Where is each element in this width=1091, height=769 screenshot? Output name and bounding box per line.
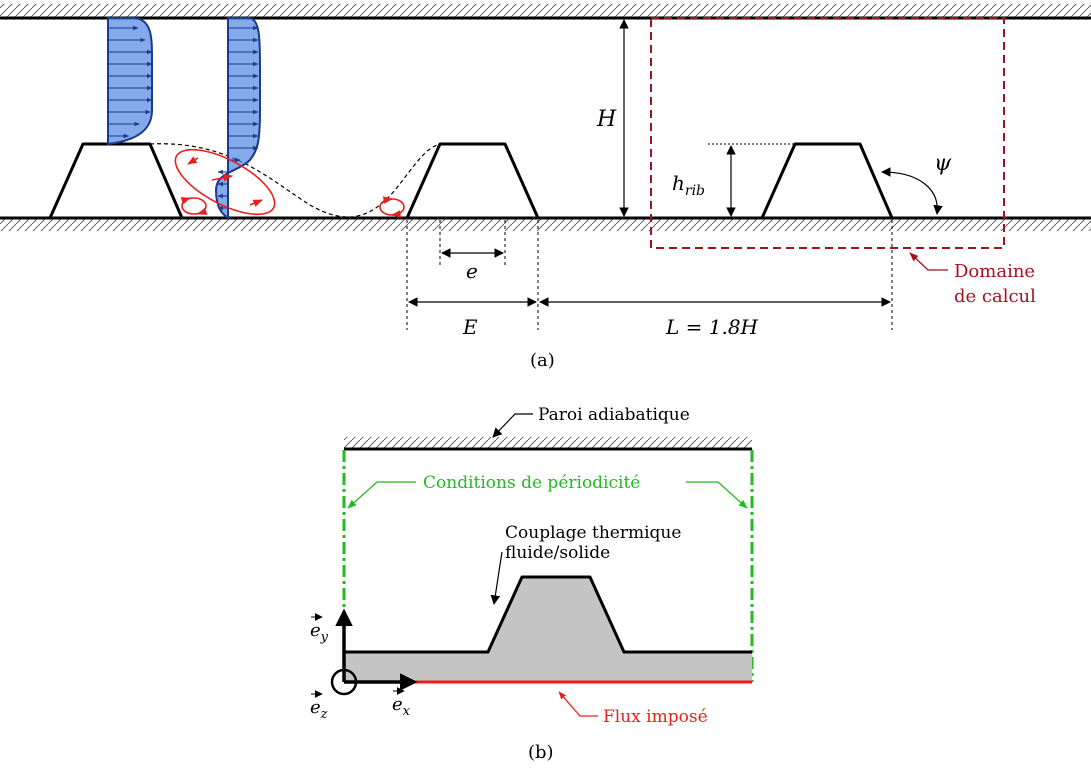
caption-b: (b) — [528, 742, 554, 763]
solid-domain — [344, 577, 752, 682]
axis-ez-label: ez — [310, 697, 328, 722]
domain-label-line1: Domaine — [954, 261, 1035, 282]
rib-2 — [405, 142, 540, 220]
recirculation-vortices — [174, 148, 405, 218]
periodic-leader-left — [347, 481, 416, 509]
coupling-label-line2: fluide/solide — [505, 543, 610, 563]
axis-ex-label: ex — [392, 694, 411, 719]
fluid-solid-interface — [344, 575, 752, 654]
bottom-wall-hatch — [0, 218, 1091, 231]
e-label: e — [466, 259, 478, 283]
adiabatic-wall-hatch — [344, 437, 752, 449]
panel-a: H hrib ψ Domaine de calcul e E L = 1.8H … — [0, 4, 1091, 371]
flux-label: Flux imposé — [603, 707, 708, 727]
rib-1 — [48, 142, 184, 220]
domain-label-line2: de calcul — [954, 286, 1036, 307]
corner-vortex-right — [379, 198, 405, 216]
h-rib-label: hrib — [672, 171, 705, 199]
wall-label: Paroi adiabatique — [538, 405, 690, 425]
caption-a: (a) — [530, 350, 555, 371]
velocity-profile-2 — [214, 17, 261, 220]
coupling-leader — [490, 551, 503, 605]
corner-vortex-left — [181, 197, 207, 215]
wall-label-leader — [492, 413, 533, 438]
psi-arc — [881, 167, 943, 215]
periodic-leader-right — [686, 481, 748, 509]
computational-domain-box — [650, 17, 1005, 249]
separation-streamline — [149, 143, 441, 218]
axis-ey-label: ey — [310, 620, 329, 645]
velocity-profile-1 — [107, 17, 153, 146]
rib-3 — [760, 142, 894, 220]
panel-b: Paroi adiabatique Conditions de périodic… — [310, 405, 754, 763]
periodic-label: Conditions de périodicité — [423, 473, 640, 493]
flux-label-leader — [558, 691, 598, 717]
E-label: E — [462, 315, 478, 339]
L-label: L = 1.8H — [665, 315, 759, 339]
main-vortex — [174, 148, 276, 216]
coupling-label-line1: Couplage thermique — [505, 523, 681, 543]
dimension-extension-lines — [406, 220, 893, 330]
H-label: H — [596, 107, 617, 132]
top-wall-hatch — [0, 4, 1091, 18]
psi-label: ψ — [934, 151, 952, 176]
domain-label-leader — [909, 252, 948, 271]
axis-ez-circle — [330, 668, 358, 696]
unit-vector-arrows — [311, 613, 405, 698]
